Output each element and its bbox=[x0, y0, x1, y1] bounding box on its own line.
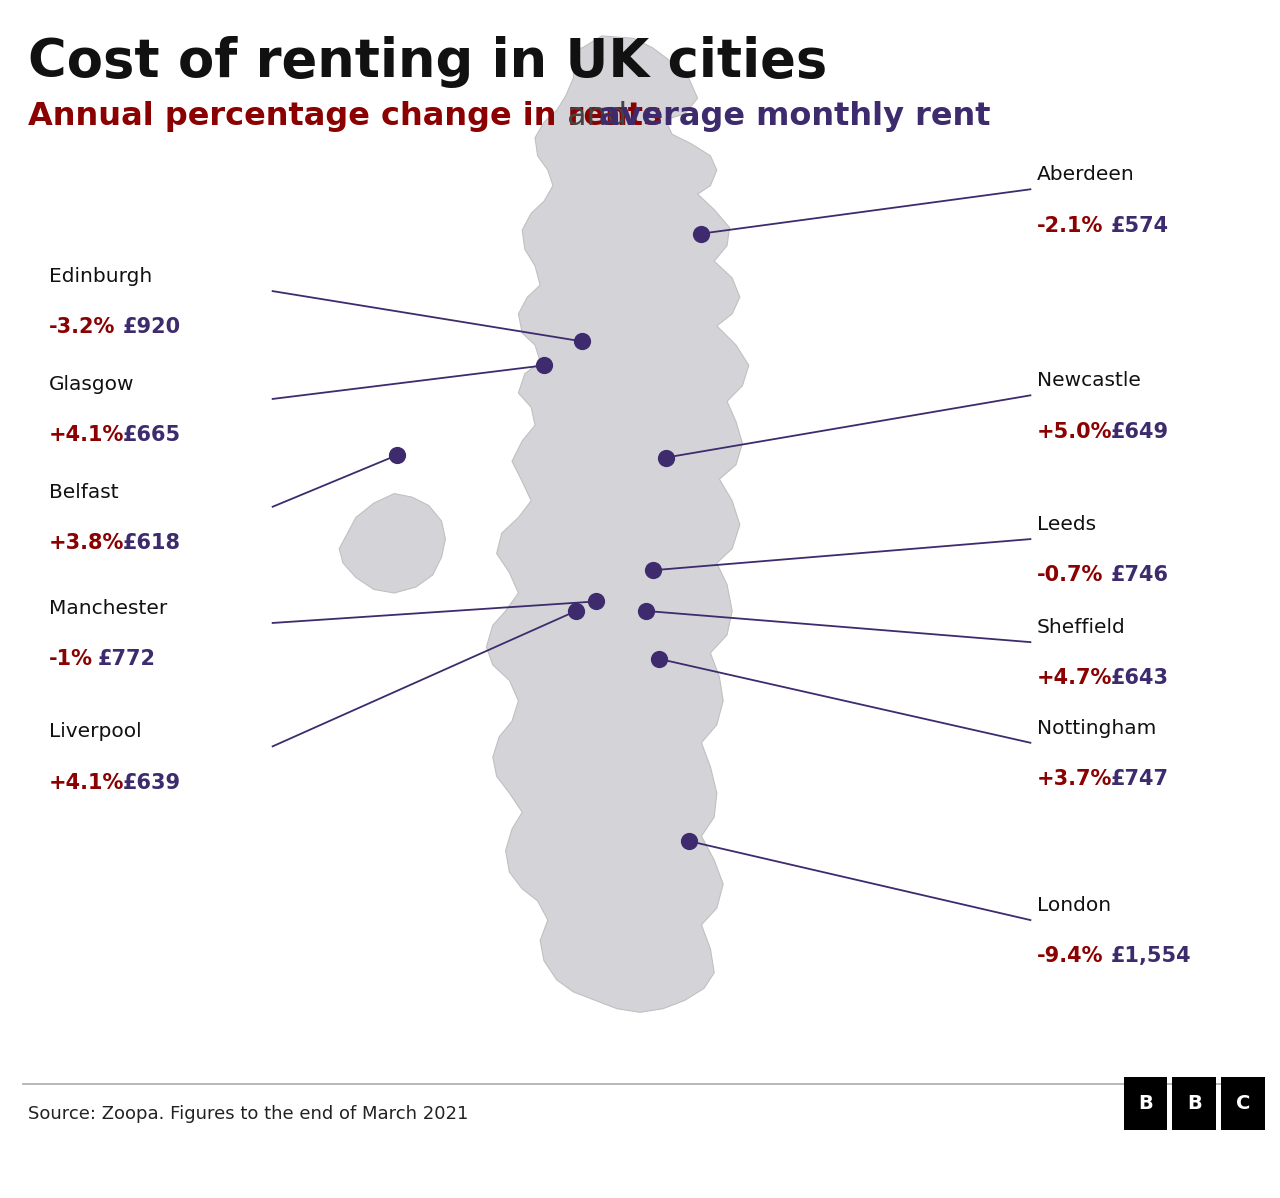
Text: London: London bbox=[1037, 896, 1111, 915]
Text: +3.8%: +3.8% bbox=[49, 533, 124, 553]
Text: +4.1%: +4.1% bbox=[49, 425, 124, 446]
Text: Annual percentage change in rents: Annual percentage change in rents bbox=[28, 101, 662, 132]
Text: £665: £665 bbox=[123, 425, 180, 446]
Point bbox=[678, 831, 699, 851]
Text: Leeds: Leeds bbox=[1037, 515, 1096, 534]
Text: £574: £574 bbox=[1111, 216, 1169, 236]
Polygon shape bbox=[486, 36, 749, 1012]
Text: Belfast: Belfast bbox=[49, 483, 118, 502]
Text: Aberdeen: Aberdeen bbox=[1037, 165, 1134, 184]
Text: £643: £643 bbox=[1111, 668, 1169, 689]
Text: B: B bbox=[1138, 1094, 1153, 1113]
Text: Cost of renting in UK cities: Cost of renting in UK cities bbox=[28, 36, 827, 87]
Text: -3.2%: -3.2% bbox=[49, 317, 115, 338]
Point bbox=[643, 561, 663, 580]
Point bbox=[636, 601, 657, 621]
Point bbox=[649, 649, 669, 668]
Point bbox=[566, 601, 586, 621]
Point bbox=[691, 224, 712, 243]
Text: Annual percentage change in rents and: Annual percentage change in rents and bbox=[28, 101, 671, 132]
Text: +4.7%: +4.7% bbox=[1037, 668, 1112, 689]
Text: -2.1%: -2.1% bbox=[1037, 216, 1103, 236]
Text: £639: £639 bbox=[123, 773, 180, 793]
Text: +5.0%: +5.0% bbox=[1037, 422, 1112, 442]
Text: £772: £772 bbox=[97, 649, 155, 670]
Text: Source: Zoopa. Figures to the end of March 2021: Source: Zoopa. Figures to the end of Mar… bbox=[28, 1105, 468, 1123]
Text: average monthly rent: average monthly rent bbox=[599, 101, 991, 132]
Point bbox=[586, 592, 607, 611]
Text: Manchester: Manchester bbox=[49, 599, 166, 618]
Text: +3.7%: +3.7% bbox=[1037, 769, 1112, 789]
Text: £920: £920 bbox=[123, 317, 180, 338]
Text: Sheffield: Sheffield bbox=[1037, 618, 1125, 637]
Text: £618: £618 bbox=[123, 533, 180, 553]
FancyBboxPatch shape bbox=[1172, 1077, 1216, 1130]
Text: and: and bbox=[557, 101, 637, 132]
FancyBboxPatch shape bbox=[1124, 1077, 1167, 1130]
Text: B: B bbox=[1187, 1094, 1202, 1113]
Text: Glasgow: Glasgow bbox=[49, 375, 134, 394]
Text: -0.7%: -0.7% bbox=[1037, 565, 1103, 586]
Text: Edinburgh: Edinburgh bbox=[49, 267, 152, 286]
Text: -1%: -1% bbox=[49, 649, 92, 670]
Text: -9.4%: -9.4% bbox=[1037, 946, 1103, 967]
Polygon shape bbox=[339, 494, 445, 593]
Text: C: C bbox=[1235, 1094, 1251, 1113]
Text: £747: £747 bbox=[1111, 769, 1169, 789]
Text: Newcastle: Newcastle bbox=[1037, 371, 1140, 391]
Text: £746: £746 bbox=[1111, 565, 1169, 586]
Point bbox=[534, 356, 554, 375]
Text: Liverpool: Liverpool bbox=[49, 722, 141, 742]
Point bbox=[572, 332, 593, 351]
Text: £1,554: £1,554 bbox=[1111, 946, 1192, 967]
FancyBboxPatch shape bbox=[1221, 1077, 1265, 1130]
Point bbox=[655, 448, 676, 467]
Text: +4.1%: +4.1% bbox=[49, 773, 124, 793]
Point bbox=[387, 446, 407, 465]
Text: £649: £649 bbox=[1111, 422, 1169, 442]
Text: Nottingham: Nottingham bbox=[1037, 719, 1156, 738]
